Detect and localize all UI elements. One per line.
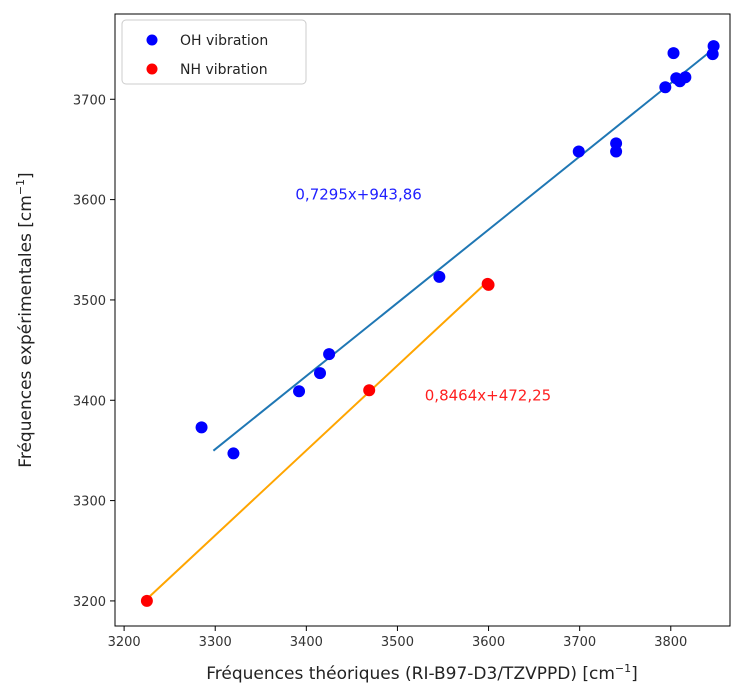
oh-point <box>679 71 692 84</box>
legend-box <box>121 19 307 85</box>
oh-point <box>293 385 306 398</box>
legend-oh-marker <box>146 34 158 46</box>
plot-area <box>140 40 720 607</box>
y-tick-label: 3300 <box>73 495 106 510</box>
axes-frame <box>114 13 731 627</box>
y-axis: 3200 3300 3400 3500 3600 3700 <box>73 93 115 610</box>
x-tick-label: 3700 <box>563 635 596 650</box>
oh-point <box>227 447 240 460</box>
oh-fit-line <box>212 47 716 452</box>
nh-point <box>363 384 376 397</box>
nh-point <box>140 594 153 607</box>
x-tick-label: 3200 <box>108 635 141 650</box>
oh-point <box>707 40 720 53</box>
x-axis: 3200 3300 3400 3500 3600 3700 3800 <box>108 626 687 650</box>
legend-nh-label: NH vibration <box>180 62 268 78</box>
oh-point <box>610 145 623 158</box>
oh-point <box>323 348 336 361</box>
oh-point <box>572 145 585 158</box>
oh-point <box>433 270 446 283</box>
nh-point <box>482 278 495 291</box>
y-tick-label: 3500 <box>73 294 106 309</box>
legend-oh-label: OH vibration <box>180 33 268 49</box>
legend-nh-marker <box>146 63 158 75</box>
legend: OH vibration NH vibration <box>121 19 307 85</box>
y-tick-label: 3700 <box>73 93 106 108</box>
x-tick-label: 3600 <box>472 635 505 650</box>
oh-point <box>667 47 680 60</box>
x-tick-label: 3500 <box>381 635 414 650</box>
annotations: 0,7295x+943,86 0,8464x+472,25 <box>295 186 551 405</box>
oh-fit-equation: 0,7295x+943,86 <box>295 186 421 204</box>
x-tick-label: 3400 <box>290 635 323 650</box>
nh-fit-line <box>146 279 490 600</box>
oh-point <box>314 367 326 380</box>
oh-point <box>195 421 208 434</box>
y-tick-label: 3400 <box>73 394 106 409</box>
x-axis-label: Fréquences théoriques (RI-B97-D3/TZVPPD)… <box>206 662 638 684</box>
x-tick-label: 3800 <box>654 635 687 650</box>
nh-fit-equation: 0,8464x+472,25 <box>425 386 551 404</box>
y-tick-label: 3200 <box>73 595 106 610</box>
oh-point <box>659 81 672 94</box>
x-tick-label: 3300 <box>199 635 232 650</box>
y-axis-label: Fréquences expérimentales [cm−1] <box>14 172 36 467</box>
y-tick-label: 3600 <box>73 194 106 209</box>
